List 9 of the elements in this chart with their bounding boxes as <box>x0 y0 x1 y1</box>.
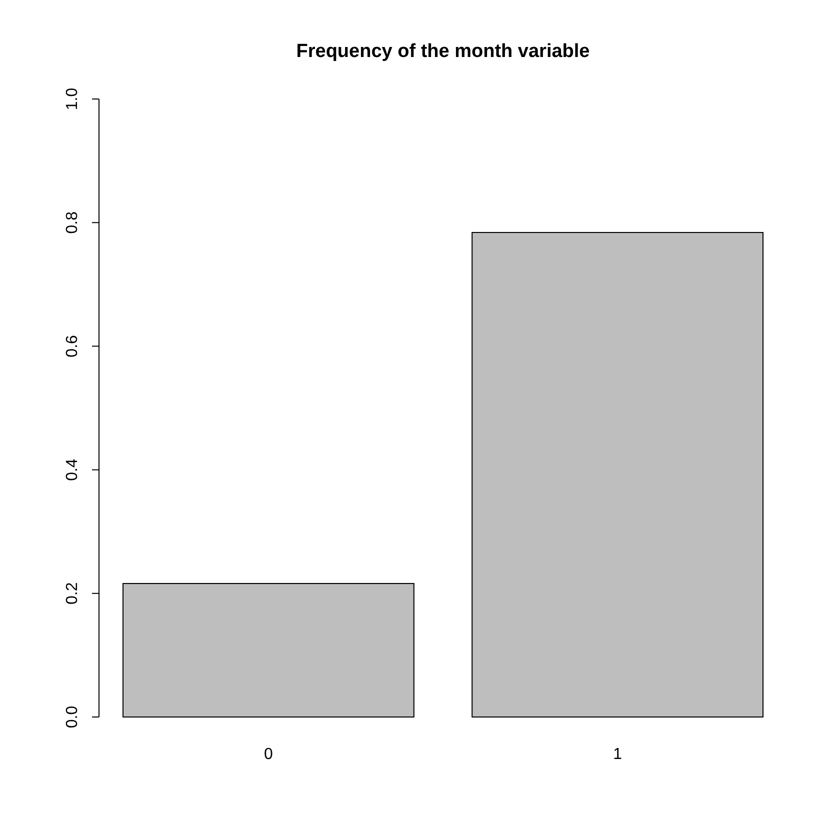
y-tick-label: 0.0 <box>64 706 82 728</box>
y-tick-label: 0.4 <box>64 458 82 481</box>
y-tick-label: 0.2 <box>64 582 82 605</box>
x-tick-label: 0 <box>264 746 273 764</box>
chart-title: Frequency of the month variable <box>296 41 590 62</box>
y-tick-label: 0.8 <box>64 211 82 234</box>
y-tick-label: 0.6 <box>64 334 82 358</box>
x-tick-label: 1 <box>613 746 622 764</box>
y-tick-label: 1.0 <box>64 88 82 110</box>
